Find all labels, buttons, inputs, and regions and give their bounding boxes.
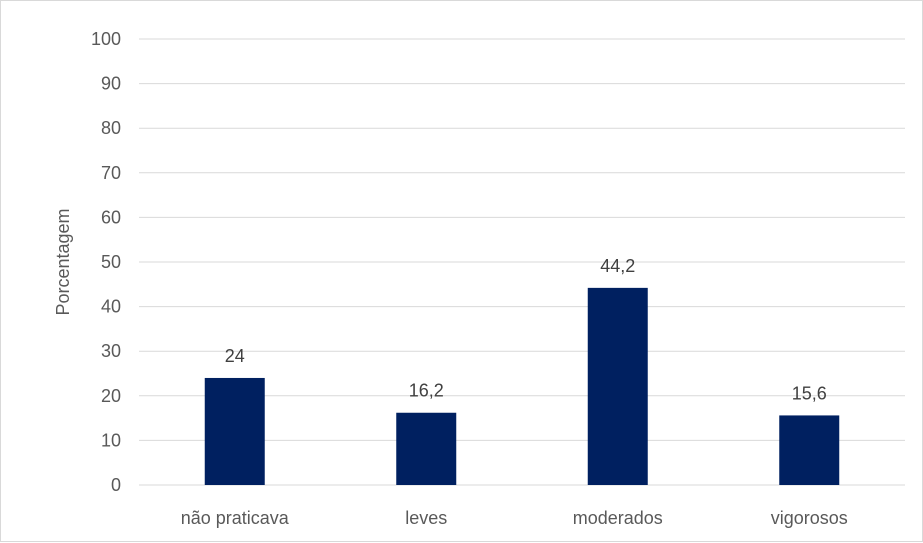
y-axis-ticks: 0 10 20 30 40 50 60 70 80 90 100 — [91, 29, 121, 495]
y-tick-label: 80 — [101, 118, 121, 138]
y-tick-label: 100 — [91, 29, 121, 49]
bars — [204, 287, 840, 485]
y-axis-title: Porcentagem — [53, 208, 73, 315]
data-labels: 24 16,2 44,2 15,6 — [225, 256, 827, 404]
bar — [779, 415, 840, 485]
data-label: 15,6 — [792, 383, 827, 403]
category-label: vigorosos — [771, 508, 848, 528]
y-tick-label: 70 — [101, 163, 121, 183]
bar — [587, 287, 648, 485]
y-tick-label: 50 — [101, 252, 121, 272]
bar — [396, 412, 457, 485]
category-label: moderados — [573, 508, 663, 528]
category-label: não praticava — [181, 508, 290, 528]
bar — [204, 377, 265, 485]
y-tick-label: 0 — [111, 475, 121, 495]
y-tick-label: 10 — [101, 430, 121, 450]
category-label: leves — [405, 508, 447, 528]
data-label: 16,2 — [409, 381, 444, 401]
y-tick-label: 90 — [101, 74, 121, 94]
y-tick-label: 60 — [101, 207, 121, 227]
y-tick-label: 20 — [101, 386, 121, 406]
x-axis-categories: não praticava leves moderados vigorosos — [181, 508, 848, 528]
y-tick-label: 30 — [101, 341, 121, 361]
data-label: 24 — [225, 346, 245, 366]
gridlines — [139, 38, 905, 486]
data-label: 44,2 — [600, 256, 635, 276]
y-tick-label: 40 — [101, 297, 121, 317]
